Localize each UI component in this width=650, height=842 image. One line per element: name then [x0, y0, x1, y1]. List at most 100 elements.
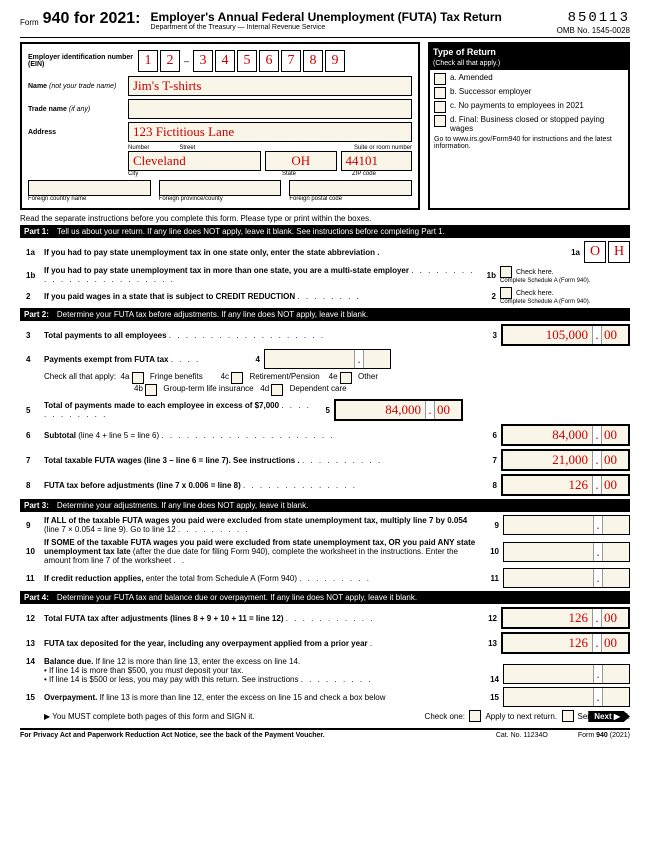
opt-final: d. Final: Business closed or stopped pay… — [450, 115, 624, 133]
line-7-dollars[interactable]: 21,000 — [503, 451, 592, 469]
line-3-dollars[interactable]: 105,000 — [503, 326, 592, 344]
line-4-checkall: Check all that apply: — [44, 372, 116, 384]
retirement-checkbox[interactable] — [231, 372, 243, 384]
return-type-header: Type of Return — [430, 44, 628, 60]
form-dept: Department of the Treasury — Internal Re… — [151, 24, 557, 31]
line-14-no: 14 — [20, 657, 44, 666]
state-abbrev-2[interactable]: H — [608, 241, 630, 263]
ein-digit[interactable]: 5 — [237, 50, 257, 72]
nopayments-checkbox[interactable] — [434, 101, 446, 113]
ein-digit[interactable]: 7 — [281, 50, 301, 72]
footer-catno: Cat. No. 11234O — [496, 732, 548, 739]
amended-checkbox[interactable] — [434, 73, 446, 85]
line-2-no: 2 — [20, 292, 44, 301]
line-8-dollars[interactable]: 126 — [503, 476, 592, 494]
line-3-rno: 3 — [481, 331, 501, 340]
foreign-province-input[interactable] — [159, 180, 282, 196]
line-6-cents[interactable]: 00 — [602, 426, 628, 444]
line-8-text: FUTA tax before adjustments (line 7 x 0.… — [44, 481, 241, 490]
line-5-dollars[interactable]: 84,000 — [336, 401, 425, 419]
state-sublabel: State — [282, 171, 322, 177]
state-abbrev-1[interactable]: O — [584, 241, 606, 263]
trade-label: Trade name — [28, 106, 67, 113]
ein-digit[interactable]: 4 — [215, 50, 235, 72]
line-5-no: 5 — [20, 406, 44, 415]
opt-successor: b. Successor employer — [450, 87, 531, 96]
part3-text: Determine your adjustments. If any line … — [57, 501, 308, 510]
dependent-checkbox[interactable] — [271, 384, 283, 396]
line-13-rno: 13 — [481, 639, 501, 648]
zip-input[interactable]: 44101 — [341, 151, 413, 171]
line-9-cents[interactable] — [603, 516, 629, 534]
line-12-cents[interactable]: 00 — [602, 609, 628, 627]
line-12-dollars[interactable]: 126 — [503, 609, 592, 627]
part4-text: Determine your FUTA tax and balance due … — [57, 593, 417, 602]
line-14-cents[interactable] — [603, 665, 629, 683]
foreign-postal-input[interactable] — [289, 180, 412, 196]
opt-4a: Fringe benefits — [150, 372, 203, 384]
fringe-checkbox[interactable] — [132, 372, 144, 384]
line-9-rno: 9 — [483, 521, 503, 530]
line-15-dollars[interactable] — [504, 688, 593, 706]
line-6-dollars[interactable]: 84,000 — [503, 426, 592, 444]
line-10-dollars[interactable] — [504, 543, 593, 561]
footer-privacy: For Privacy Act and Paperwork Reduction … — [20, 732, 496, 739]
return-link: Go to www.irs.gov/Form940 for instructio… — [434, 136, 624, 150]
other-checkbox[interactable] — [340, 372, 352, 384]
groupterm-checkbox[interactable] — [145, 384, 157, 396]
ein-digit[interactable]: 9 — [325, 50, 345, 72]
line-5-cents[interactable]: 00 — [435, 401, 461, 419]
final-checkbox[interactable] — [434, 115, 446, 127]
line-9-no: 9 — [20, 521, 44, 530]
line-4-text: Payments exempt from FUTA tax — [44, 355, 168, 364]
line-10-no: 10 — [20, 547, 44, 556]
ein-digit[interactable]: 3 — [193, 50, 213, 72]
addr-input[interactable]: 123 Fictitious Lane — [128, 122, 412, 142]
ein-digit[interactable]: 6 — [259, 50, 279, 72]
opt-4b: Group-term life insurance — [163, 384, 253, 396]
name-label: Name — [28, 83, 47, 90]
ein-digit[interactable]: 8 — [303, 50, 323, 72]
line-15-cents[interactable] — [603, 688, 629, 706]
city-input[interactable]: Cleveland — [128, 151, 261, 171]
opt-nopayments: c. No payments to employees in 2021 — [450, 101, 584, 110]
city-sublabel: City — [128, 171, 252, 177]
line-1b-check: Check here. — [516, 269, 554, 276]
ein-digit[interactable]: 2 — [160, 50, 180, 72]
line-14-dollars[interactable] — [504, 665, 593, 683]
line-7-cents[interactable]: 00 — [602, 451, 628, 469]
refund-checkbox[interactable] — [562, 710, 574, 722]
line-9-dollars[interactable] — [504, 516, 593, 534]
apply-next-checkbox[interactable] — [469, 710, 481, 722]
line-14-rno: 14 — [483, 675, 503, 684]
line-8-cents[interactable]: 00 — [602, 476, 628, 494]
line-4-cents[interactable] — [364, 350, 390, 368]
ein-digit[interactable]: 1 — [138, 50, 158, 72]
multistate-checkbox[interactable] — [500, 266, 512, 278]
line-8-no: 8 — [20, 481, 44, 490]
line-3-cents[interactable]: 00 — [602, 326, 628, 344]
line-13-cents[interactable]: 00 — [602, 634, 628, 652]
trade-sublabel: (if any) — [69, 106, 90, 113]
part2-label: Part 2: — [24, 310, 49, 319]
name-input[interactable]: Jim's T-shirts — [128, 76, 412, 96]
apply-next-label: Apply to next return. — [485, 712, 557, 721]
line-7-no: 7 — [20, 456, 44, 465]
line-4-dollars[interactable] — [265, 350, 354, 368]
line-11-dollars[interactable] — [504, 569, 593, 587]
line-5-rno: 5 — [314, 406, 334, 415]
successor-checkbox[interactable] — [434, 87, 446, 99]
line-10-cents[interactable] — [603, 543, 629, 561]
foreign-province-label: Foreign province/county — [159, 196, 282, 202]
foreign-country-input[interactable] — [28, 180, 151, 196]
trade-input[interactable] — [128, 99, 412, 119]
form-number: 940 for 2021: — [43, 10, 141, 28]
credit-reduction-checkbox[interactable] — [500, 287, 512, 299]
opt-4c: Retirement/Pension — [249, 372, 319, 384]
form-code: 850113 — [557, 10, 630, 26]
footer-formno: Form 940 (2021) — [578, 732, 630, 739]
line-11-cents[interactable] — [603, 569, 629, 587]
name-sublabel: (not your trade name) — [49, 83, 116, 90]
state-input[interactable]: OH — [265, 151, 337, 171]
line-13-dollars[interactable]: 126 — [503, 634, 592, 652]
